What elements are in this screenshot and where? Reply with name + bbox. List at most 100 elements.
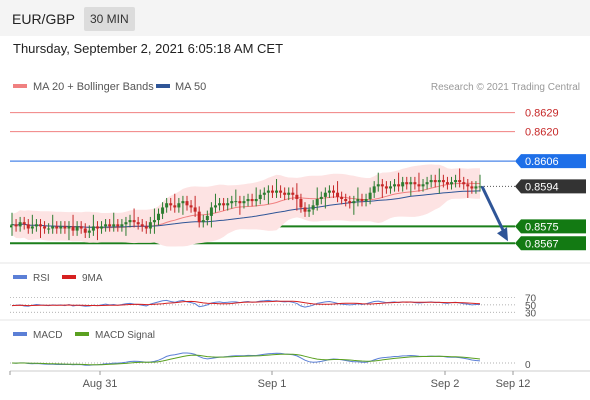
candle-body <box>279 190 283 193</box>
candle-body <box>478 186 482 188</box>
candle-body <box>340 196 344 200</box>
candle-body <box>450 182 454 185</box>
rsi-line <box>11 299 480 308</box>
rsi-level-label: 70 <box>525 293 537 304</box>
candle <box>51 214 55 234</box>
candle <box>283 187 287 201</box>
candle <box>246 193 250 207</box>
x-tick-label: Sep 12 <box>496 378 531 390</box>
interval-button[interactable]: 30 MIN <box>84 7 135 31</box>
candle <box>445 176 449 190</box>
candle <box>116 219 120 232</box>
candle <box>55 221 59 234</box>
candle-body <box>136 222 140 225</box>
candle-body <box>307 209 311 212</box>
x-axis: Aug 31 Sep 1 Sep 2 Sep 12 <box>9 371 531 390</box>
symbol-label[interactable]: EUR/GBP <box>12 11 76 27</box>
candle <box>393 179 397 192</box>
candle-body <box>295 194 299 200</box>
forecast-arrow-head <box>497 227 508 242</box>
candle-body <box>144 226 148 229</box>
candle-body <box>234 201 238 203</box>
bollinger-bands <box>11 164 481 247</box>
candle-body <box>287 192 291 195</box>
candle-body <box>140 224 144 227</box>
candle <box>242 195 246 209</box>
candle <box>238 195 242 215</box>
forecast-arrow-shaft <box>480 185 507 235</box>
candle-body <box>336 192 340 197</box>
rsi-legend-label: RSI <box>33 273 50 284</box>
candle-body <box>87 230 91 233</box>
candle-body <box>173 205 177 208</box>
x-tick-label: Sep 1 <box>258 378 287 390</box>
candle <box>319 191 323 205</box>
candle-body <box>193 207 197 212</box>
candle-body <box>116 224 120 227</box>
candle <box>311 200 315 215</box>
candle-body <box>120 224 124 227</box>
candle <box>266 185 270 205</box>
ma50-legend-label: MA 50 <box>175 81 206 93</box>
macd-panel: 0 <box>10 352 531 371</box>
candle <box>205 210 209 226</box>
candle <box>67 221 71 241</box>
candle <box>177 197 181 213</box>
candle <box>209 202 213 228</box>
candle-body <box>315 199 319 206</box>
candle <box>478 174 482 192</box>
candle-body <box>157 213 161 221</box>
candle <box>458 168 462 188</box>
candle <box>429 174 433 188</box>
candle <box>100 221 104 234</box>
candle-body <box>246 199 250 202</box>
candle-body <box>75 226 79 231</box>
candle-body <box>380 184 384 187</box>
candle <box>34 219 38 232</box>
candle-body <box>132 220 136 223</box>
candle-body <box>275 190 279 193</box>
candle-body <box>454 180 458 183</box>
candle-body <box>128 220 132 223</box>
candle-body <box>364 199 368 202</box>
candle <box>307 204 311 217</box>
candle <box>10 212 14 236</box>
candle-body <box>104 224 108 227</box>
candle <box>18 216 22 232</box>
candle-body <box>421 184 425 187</box>
candle-body <box>34 224 38 227</box>
candle <box>352 195 356 215</box>
candle-body <box>238 201 242 204</box>
candle <box>120 219 124 232</box>
candle <box>287 187 291 201</box>
candle <box>470 181 474 194</box>
macd-signal-line <box>11 353 481 366</box>
candle-body <box>67 226 71 229</box>
candle <box>364 193 368 207</box>
candle-body <box>91 226 95 231</box>
forecast-arrow <box>480 185 508 242</box>
pivot-label: 0.8606 <box>525 156 559 168</box>
candle <box>140 219 144 232</box>
candle-body <box>18 222 22 227</box>
candle-body <box>230 201 234 204</box>
candle <box>226 197 230 211</box>
pivot-tag <box>515 154 586 169</box>
candle-body <box>262 192 266 195</box>
candle <box>348 195 352 209</box>
ma50-legend-swatch <box>156 84 170 88</box>
candle-body <box>360 199 364 202</box>
candle-body <box>311 205 315 210</box>
candle <box>454 174 458 188</box>
candle-body <box>197 211 201 223</box>
candle-body <box>226 203 230 206</box>
candle <box>173 193 177 213</box>
candle <box>327 185 331 198</box>
candle-body <box>222 203 226 206</box>
candle-body <box>47 228 51 230</box>
candle-body <box>10 224 14 226</box>
candle-body <box>14 224 18 227</box>
candle-body <box>254 199 258 202</box>
ma50-line <box>11 190 481 228</box>
candle-body <box>299 199 303 208</box>
